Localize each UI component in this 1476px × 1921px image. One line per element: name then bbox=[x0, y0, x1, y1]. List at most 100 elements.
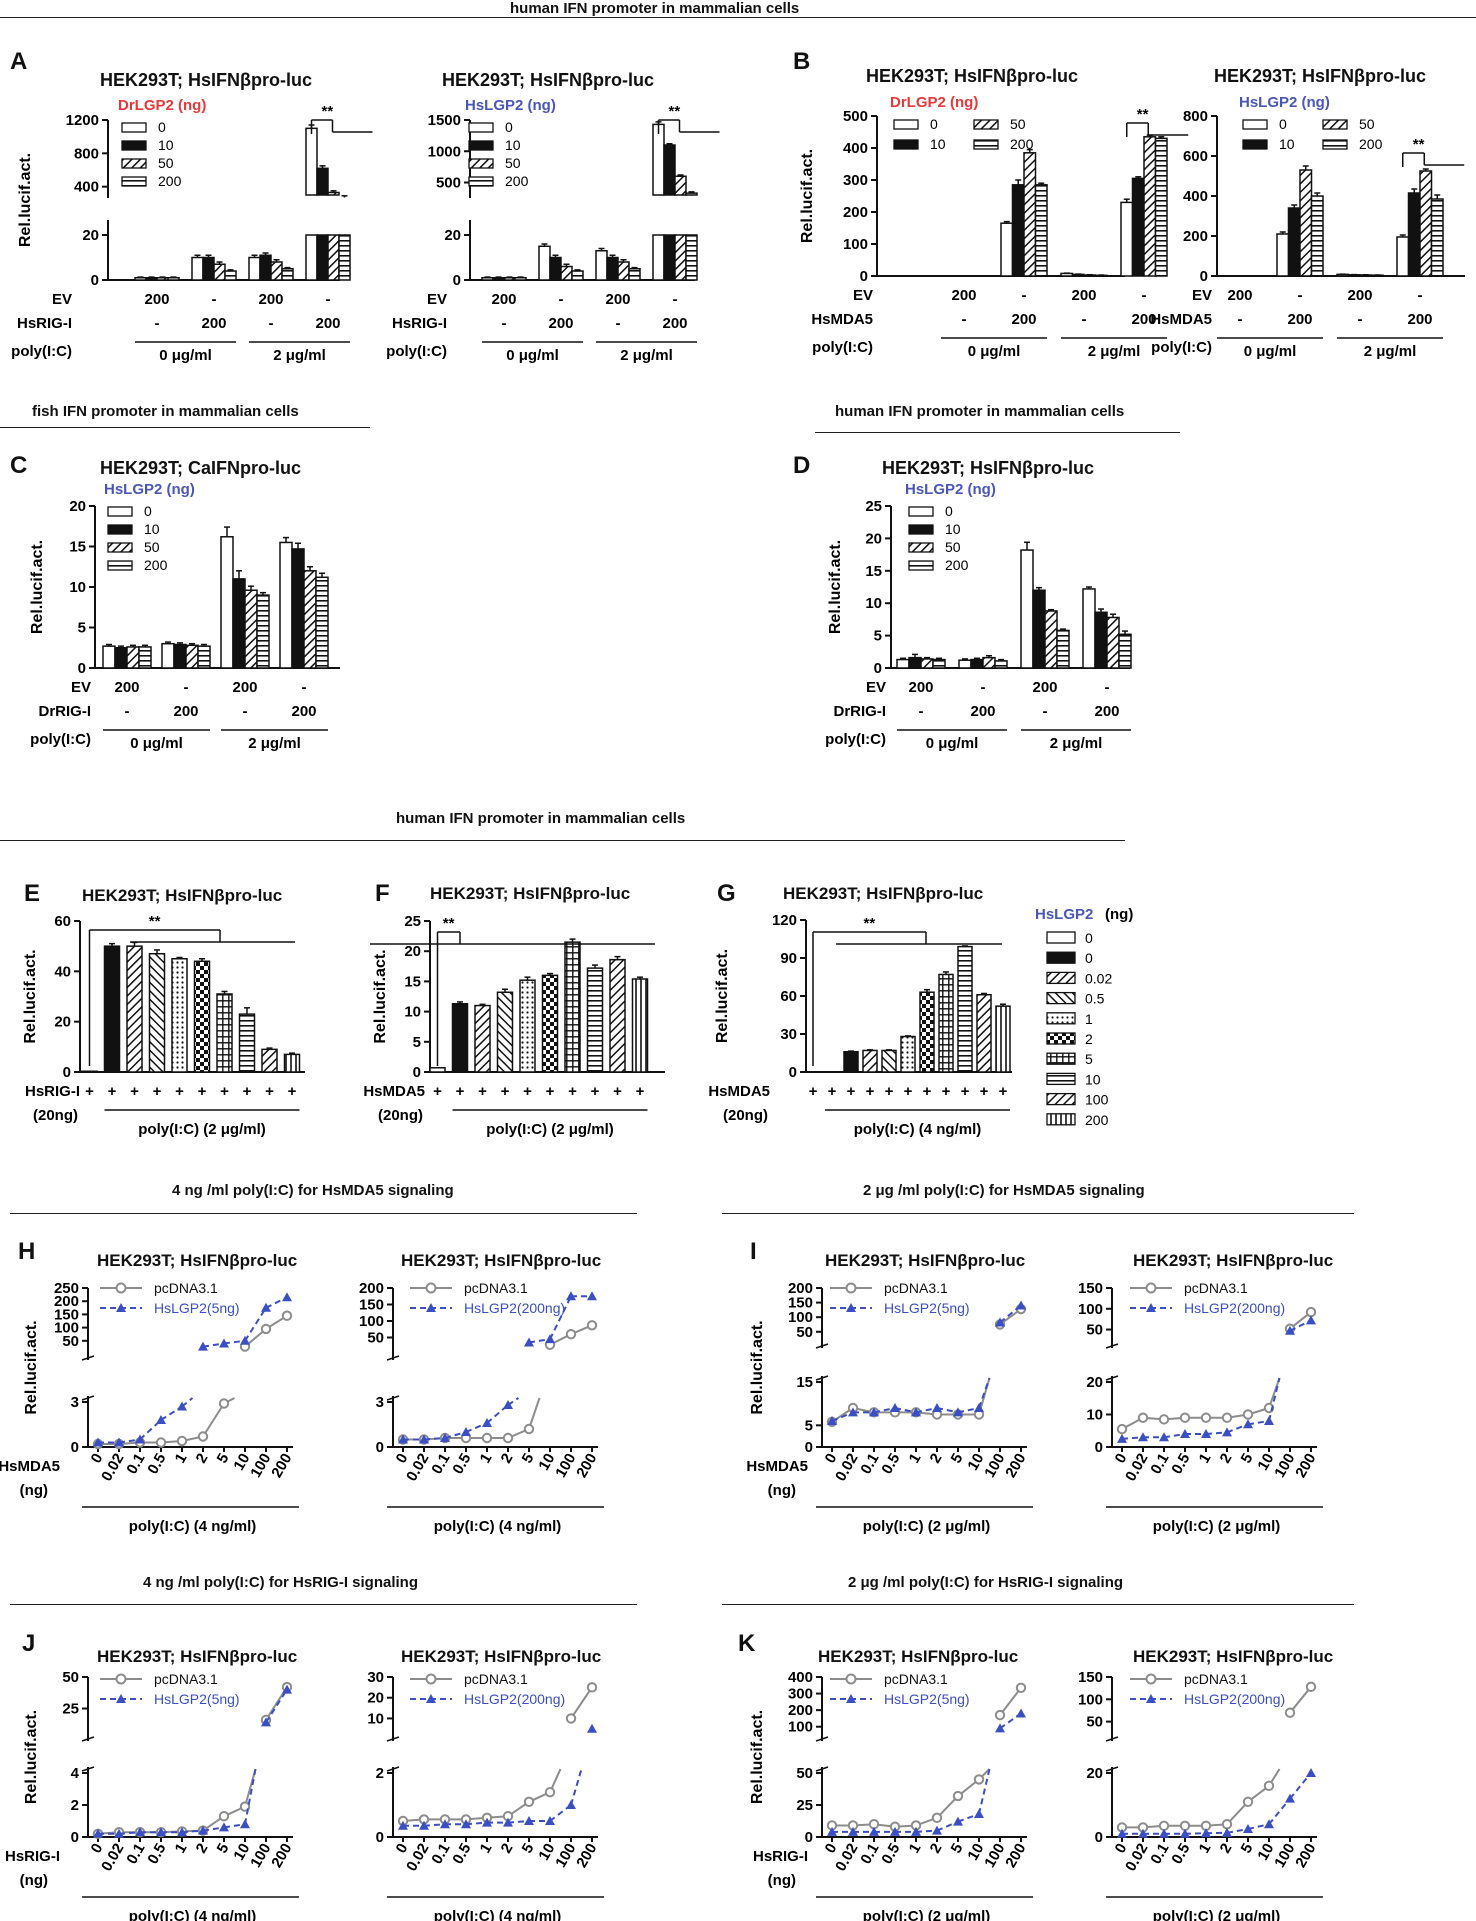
chart-title-h1: HEK293T; HsIFNβpro-luc bbox=[97, 1251, 298, 1270]
legend-label: HsLGP2(5ng) bbox=[884, 1300, 970, 1316]
data-point bbox=[827, 1826, 837, 1836]
bar bbox=[216, 993, 233, 1073]
panel-label-f: F bbox=[375, 880, 390, 907]
legend-label: 0 bbox=[945, 503, 953, 519]
data-point bbox=[503, 1817, 513, 1827]
row-value: + bbox=[923, 1083, 932, 1100]
bar bbox=[674, 175, 687, 196]
bar bbox=[303, 570, 317, 669]
bar bbox=[81, 1070, 98, 1073]
treatment-value: 0 μg/ml bbox=[159, 347, 212, 364]
bar bbox=[1276, 233, 1290, 277]
bar bbox=[305, 234, 318, 281]
series-line bbox=[1226, 1828, 1249, 1834]
row-note: (20ng) bbox=[378, 1107, 423, 1124]
x-tick-label: 200 bbox=[573, 1451, 600, 1481]
data-point bbox=[1201, 1429, 1211, 1438]
data-point bbox=[156, 1415, 166, 1424]
data-point bbox=[827, 1416, 837, 1425]
y-axis-label: Rel.lucif.act. bbox=[799, 149, 816, 243]
x-tick-label: 5 bbox=[214, 1841, 233, 1857]
x-tick-label: 10 bbox=[1254, 1451, 1277, 1474]
chart-title-d: HEK293T; HsIFNβpro-luc bbox=[882, 458, 1095, 478]
y-tick-label: 1000 bbox=[428, 143, 461, 160]
chart-d: 0 5 10 15 20 25 Rel.lucif.act. HsLGP2 (ng) 0 10 50… bbox=[825, 481, 1132, 752]
series-line bbox=[1184, 1832, 1207, 1835]
y-tick-label: 0 bbox=[71, 1829, 79, 1846]
series-line bbox=[244, 1768, 257, 1807]
legend-marker bbox=[426, 1694, 436, 1703]
row-value: + bbox=[175, 1083, 184, 1100]
chart-title-j2: HEK293T; HsIFNβpro-luc bbox=[401, 1647, 602, 1666]
row-value: + bbox=[85, 1083, 94, 1100]
treatment-label: poly(I:C) (2 μg/ml) bbox=[863, 1908, 991, 1921]
bar bbox=[1118, 633, 1132, 669]
data-point bbox=[218, 1811, 230, 1822]
row-value: - bbox=[155, 315, 160, 332]
series-line bbox=[1121, 1436, 1144, 1440]
series-line bbox=[1289, 1772, 1312, 1800]
data-point bbox=[1180, 1828, 1190, 1838]
treatment-value: 0 μg/ml bbox=[130, 735, 183, 752]
row-value: 200 bbox=[201, 315, 226, 332]
legend-swatch bbox=[1242, 139, 1268, 150]
x-tick-label: 1 bbox=[906, 1841, 925, 1857]
row-label: HsMDA5 bbox=[363, 1083, 425, 1100]
row-value: - bbox=[559, 291, 564, 308]
y-tick-label: 40 bbox=[54, 963, 71, 980]
x-tick-label: 5 bbox=[1238, 1451, 1257, 1467]
y-tick-label: 0 bbox=[63, 1064, 71, 1081]
y-tick-label: 2 bbox=[71, 1797, 79, 1814]
legend-swatch bbox=[107, 542, 133, 553]
series-line bbox=[570, 1686, 593, 1719]
x-axis-label: HsMDA5 bbox=[746, 1458, 808, 1475]
x-axis-note: (ng) bbox=[20, 1482, 48, 1499]
bar bbox=[1020, 549, 1034, 669]
data-point bbox=[156, 1827, 166, 1837]
row-value: - bbox=[502, 315, 507, 332]
bar bbox=[138, 646, 152, 669]
series-line bbox=[957, 1813, 980, 1823]
data-point bbox=[1158, 1414, 1170, 1425]
x-tick-label: 5 bbox=[1238, 1841, 1257, 1857]
row-value: + bbox=[546, 1083, 555, 1100]
row-label: HsRIG-I bbox=[392, 315, 447, 332]
x-tick-label: 1 bbox=[477, 1451, 496, 1467]
data-point bbox=[565, 1713, 577, 1724]
series-line bbox=[444, 1431, 467, 1439]
bar bbox=[474, 1004, 491, 1073]
sig-label: ** bbox=[1413, 136, 1425, 153]
data-point bbox=[545, 1816, 555, 1825]
legend-title: HsLGP2 (ng) bbox=[104, 481, 195, 498]
legend-label: HsLGP2(200ng) bbox=[464, 1300, 565, 1316]
y-tick-label: 100 bbox=[359, 1313, 384, 1330]
x-tick-label: 200 bbox=[1002, 1841, 1029, 1871]
data-point bbox=[932, 1825, 942, 1835]
x-tick-label: 5 bbox=[519, 1841, 538, 1857]
data-point bbox=[398, 1820, 408, 1830]
bar bbox=[920, 658, 934, 669]
sig-label: ** bbox=[864, 915, 876, 932]
data-point bbox=[1221, 1819, 1233, 1830]
y-tick-label: 400 bbox=[74, 179, 99, 196]
y-tick-label: 15 bbox=[404, 973, 421, 990]
section-rule bbox=[815, 432, 1180, 433]
x-tick-label: 5 bbox=[519, 1451, 538, 1467]
x-axis-label: HsRIG-I bbox=[5, 1848, 60, 1865]
legend-marker bbox=[425, 1673, 437, 1685]
bar bbox=[1000, 222, 1014, 277]
treatment-label: poly(I:C) (4 ng/ml) bbox=[854, 1121, 982, 1138]
data-point bbox=[1264, 1819, 1274, 1829]
legend-swatch bbox=[107, 560, 133, 571]
data-point bbox=[953, 1816, 963, 1826]
row-label: HsMDA5 bbox=[1150, 311, 1212, 328]
y-tick-label: 200 bbox=[788, 1280, 813, 1297]
row-value: 200 bbox=[1011, 311, 1036, 328]
y-tick-label: 25 bbox=[796, 1797, 813, 1814]
data-point bbox=[176, 1435, 188, 1447]
row-value: - bbox=[302, 679, 307, 696]
legend-swatch bbox=[1046, 1032, 1076, 1045]
row-value: 200 bbox=[605, 291, 630, 308]
y-tick-label: 250 bbox=[54, 1280, 79, 1297]
